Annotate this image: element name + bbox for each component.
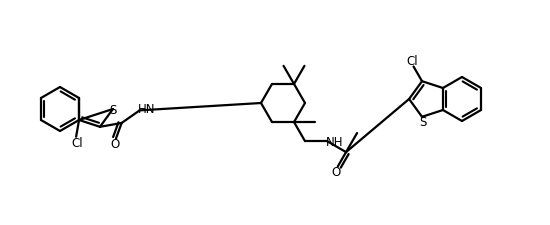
Text: Cl: Cl [406, 55, 419, 68]
Text: O: O [331, 165, 340, 178]
Text: HN: HN [138, 102, 156, 115]
Text: O: O [111, 137, 119, 150]
Text: S: S [109, 103, 117, 116]
Text: S: S [419, 116, 427, 129]
Text: Cl: Cl [72, 137, 83, 150]
Text: NH: NH [326, 135, 344, 148]
